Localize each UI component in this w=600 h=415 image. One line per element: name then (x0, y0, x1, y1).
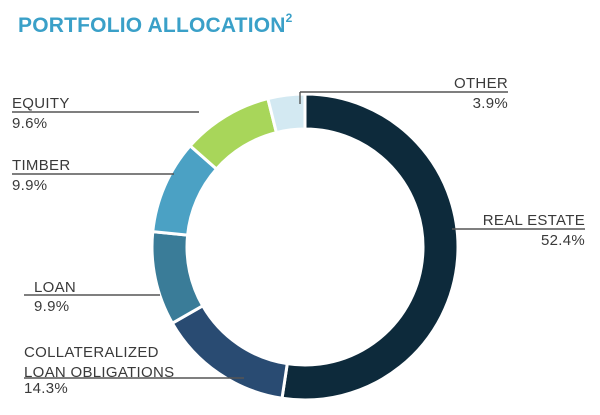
slice-label-real-estate: REAL ESTATE (483, 212, 585, 229)
slice-value-other: 3.9% (473, 95, 508, 112)
slice-real-estate (280, 92, 460, 402)
slice-collateralized-loan-obligations (170, 303, 289, 400)
slice-loan (150, 230, 205, 326)
slice-value-equity: 9.6% (12, 115, 47, 132)
chart-title-footnote-marker: 2 (285, 11, 293, 25)
slice-label-loan: LOAN (34, 279, 76, 296)
slice-label-equity: EQUITY (12, 95, 70, 112)
chart-title-text: PORTFOLIO ALLOCATION (18, 14, 286, 37)
slice-label-timber: TIMBER (12, 157, 70, 174)
slice-value-collateralized-loan-obligations: 14.3% (24, 380, 68, 397)
slice-labels: REAL ESTATE 52.4% COLLATERALIZED LOAN OBLIG… (12, 75, 585, 397)
slice-value-timber: 9.9% (12, 177, 47, 194)
slice-value-real-estate: 52.4% (541, 232, 585, 249)
leader-lines (12, 91, 585, 379)
slice-label-collateralized-loan-obligations-line-1: COLLATERALIZED (24, 344, 159, 361)
slice-value-loan: 9.9% (34, 298, 69, 315)
slice-equity (188, 96, 279, 172)
donut-slices (150, 92, 460, 402)
chart-title: PORTFOLIO ALLOCATION2 (18, 11, 293, 38)
slice-label-collateralized-loan-obligations-line-2: LOAN OBLIGATIONS (24, 364, 174, 381)
slice-other (266, 92, 307, 135)
slice-label-other: OTHER (454, 75, 508, 92)
